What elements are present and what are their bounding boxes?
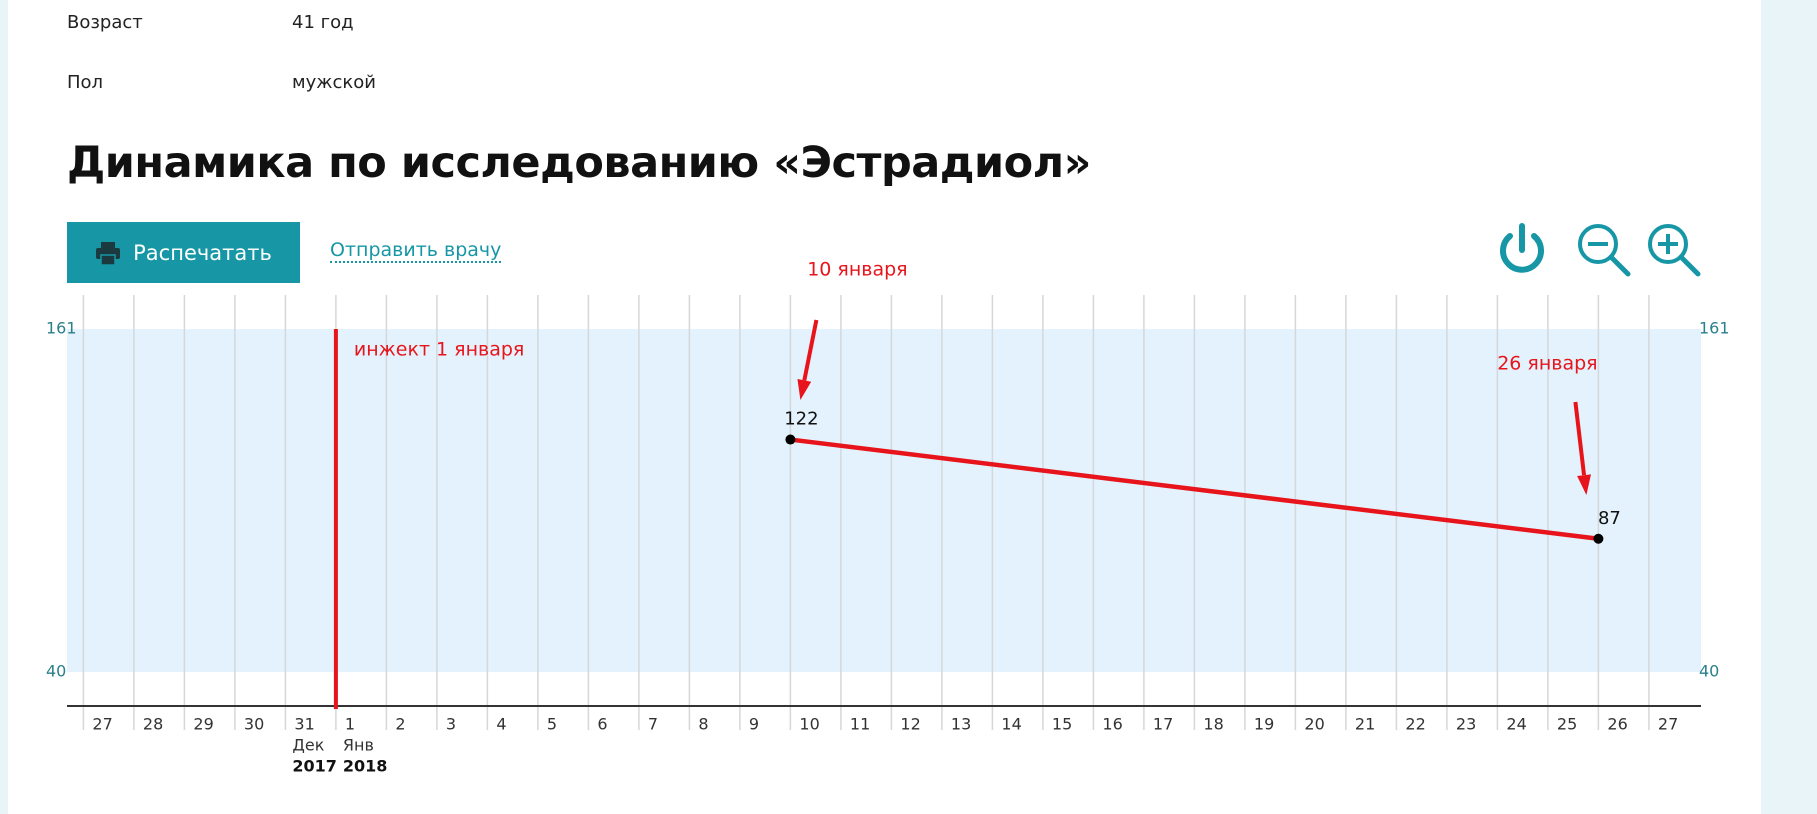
x-tick-label: 20 xyxy=(1304,715,1324,734)
x-tick-label: 24 xyxy=(1506,715,1526,734)
send-link[interactable]: Отправить врачу xyxy=(330,239,502,263)
zoom-out-icon[interactable] xyxy=(1576,222,1632,278)
x-tick-label: 17 xyxy=(1153,715,1173,734)
year-label: 2017 xyxy=(292,757,337,776)
data-point xyxy=(785,434,796,445)
x-tick-label: 15 xyxy=(1052,715,1072,734)
month-label: Янв xyxy=(343,736,374,755)
reference-band xyxy=(67,329,1701,672)
x-tick-label: 11 xyxy=(850,715,870,734)
x-tick-label: 27 xyxy=(1658,715,1678,734)
x-tick-label: 23 xyxy=(1456,715,1476,734)
annotation: инжект 1 января xyxy=(354,339,524,361)
series-line xyxy=(790,437,1599,541)
x-tick-label: 1 xyxy=(345,715,355,734)
x-tick-label: 10 xyxy=(799,715,819,734)
page-title: Динамика по исследованию «Эстрадиол» xyxy=(67,138,1091,188)
x-tick-label: 16 xyxy=(1102,715,1122,734)
x-tick-label: 30 xyxy=(244,715,264,734)
x-tick-label: 12 xyxy=(900,715,920,734)
x-tick-label: 31 xyxy=(294,715,314,734)
y-tick-label: 161 xyxy=(46,319,77,338)
data-label: 87 xyxy=(1598,508,1621,529)
y-tick-label: 161 xyxy=(1699,319,1730,338)
x-tick-label: 22 xyxy=(1405,715,1425,734)
reset-icon[interactable] xyxy=(1495,222,1549,278)
x-tick-label: 13 xyxy=(951,715,971,734)
x-tick-label: 27 xyxy=(92,715,112,734)
annotation: 26 января xyxy=(1497,353,1597,375)
x-tick-label: 7 xyxy=(648,715,658,734)
info-value: 41 год xyxy=(292,12,354,33)
annotation-arrowhead xyxy=(1577,474,1592,495)
x-tick-label: 6 xyxy=(597,715,607,734)
annotation-arrowhead xyxy=(797,379,812,400)
x-tick-label: 2 xyxy=(395,715,405,734)
left-strip xyxy=(0,0,8,814)
print-button[interactable]: Распечатать xyxy=(67,222,300,283)
info-label: Возраст xyxy=(67,12,143,33)
data-point xyxy=(1593,533,1604,544)
x-tick-label: 21 xyxy=(1355,715,1375,734)
x-tick-label: 25 xyxy=(1557,715,1577,734)
right-strip xyxy=(1761,0,1817,814)
y-tick-label: 40 xyxy=(46,661,66,680)
x-tick-label: 19 xyxy=(1254,715,1274,734)
printer-icon xyxy=(96,241,121,266)
x-tick-label: 4 xyxy=(496,715,506,734)
info-row: Возраст 41 год xyxy=(67,12,354,33)
year-label: 2018 xyxy=(343,757,388,776)
x-tick-label: 28 xyxy=(143,715,163,734)
x-tick-label: 5 xyxy=(547,715,557,734)
zoom-in-icon[interactable] xyxy=(1646,222,1702,278)
annotation: 10 января xyxy=(807,259,907,281)
x-tick-label: 3 xyxy=(446,715,456,734)
data-label: 122 xyxy=(784,409,818,430)
month-label: Дек xyxy=(292,736,324,755)
info-value: мужской xyxy=(292,72,376,93)
x-tick-label: 9 xyxy=(749,715,759,734)
x-tick-label: 14 xyxy=(1001,715,1021,734)
x-tick-label: 8 xyxy=(698,715,708,734)
x-tick-label: 18 xyxy=(1203,715,1223,734)
x-tick-label: 29 xyxy=(193,715,213,734)
annotation-arrow xyxy=(1573,401,1587,476)
x-tick-label: 26 xyxy=(1607,715,1627,734)
info-row: Пол мужской xyxy=(67,72,376,93)
print-button-label: Распечатать xyxy=(133,240,272,265)
y-tick-label: 40 xyxy=(1699,661,1719,680)
info-label: Пол xyxy=(67,72,104,93)
annotation-arrow xyxy=(802,319,819,381)
